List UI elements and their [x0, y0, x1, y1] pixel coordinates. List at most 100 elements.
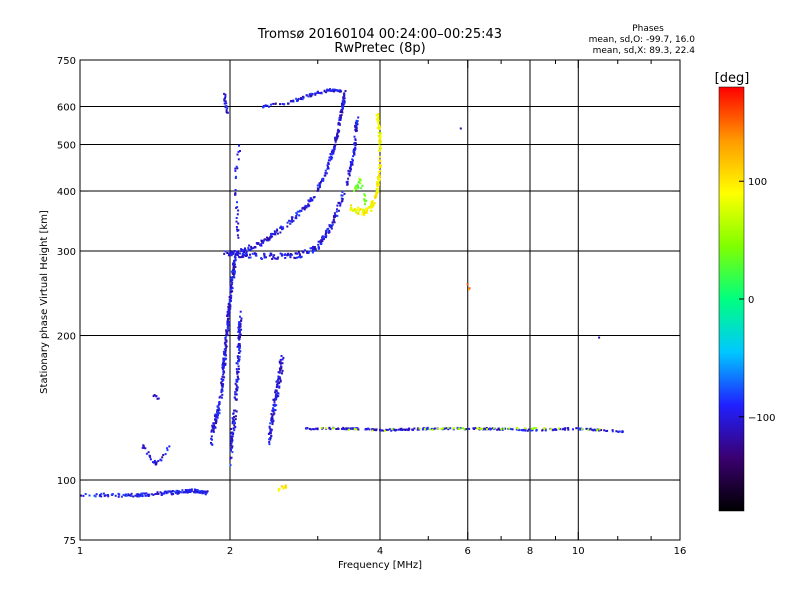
- echo-point: [365, 427, 368, 430]
- echo-point: [520, 429, 523, 432]
- echo-point: [354, 144, 357, 147]
- echo-point: [235, 410, 238, 413]
- echo-point: [301, 98, 304, 101]
- echo-point: [309, 198, 312, 201]
- echo-point: [155, 395, 158, 398]
- echo-point: [615, 430, 618, 433]
- echo-point: [332, 150, 335, 153]
- echo-point: [375, 113, 378, 116]
- echo-point: [149, 456, 152, 459]
- echo-point: [342, 96, 345, 99]
- echo-point: [550, 428, 552, 431]
- echo-point: [379, 149, 382, 151]
- echo-point: [343, 97, 346, 100]
- echo-point: [376, 189, 379, 192]
- echo-point: [354, 186, 357, 189]
- echo-point: [278, 360, 281, 363]
- echo-point: [293, 256, 296, 259]
- echo-point: [222, 371, 225, 374]
- echo-point: [276, 391, 279, 394]
- echo-point: [224, 93, 227, 96]
- echo-point: [238, 343, 241, 346]
- echo-point: [333, 89, 336, 92]
- echo-point: [353, 208, 356, 211]
- echo-point: [567, 427, 570, 430]
- echo-point: [184, 491, 187, 494]
- echo-point: [242, 252, 244, 255]
- echo-point: [318, 184, 321, 187]
- echo-point: [95, 493, 98, 496]
- echo-point: [349, 164, 352, 167]
- echo-point: [166, 491, 169, 494]
- echo-point: [380, 429, 383, 432]
- echo-point: [226, 334, 229, 337]
- echo-point: [281, 103, 284, 105]
- echo-point: [312, 428, 315, 431]
- echo-point: [366, 211, 368, 214]
- echo-point: [240, 328, 243, 331]
- echo-point: [357, 213, 360, 216]
- echo-point: [240, 248, 243, 251]
- echo-point: [413, 427, 416, 430]
- echo-point: [508, 427, 511, 430]
- echo-point: [346, 183, 349, 186]
- echo-point: [223, 252, 226, 255]
- echo-point: [227, 254, 230, 257]
- echo-point: [145, 494, 148, 497]
- echo-point: [345, 428, 348, 431]
- echo-point: [330, 226, 333, 229]
- echo-point: [338, 201, 340, 204]
- echo-point: [314, 93, 317, 96]
- echo-point: [332, 151, 335, 154]
- echo-point: [241, 254, 244, 257]
- echo-point: [180, 491, 183, 494]
- echo-point: [524, 427, 527, 430]
- echo-point: [564, 428, 566, 431]
- echo-point: [329, 428, 332, 431]
- echo-point: [379, 135, 382, 138]
- echo-point: [170, 491, 173, 494]
- echo-point: [227, 305, 230, 308]
- echo-point: [445, 427, 448, 430]
- echo-point: [231, 437, 233, 440]
- echo-point: [223, 352, 226, 355]
- echo-point: [196, 489, 199, 492]
- echo-point: [154, 463, 157, 466]
- echo-point: [378, 140, 381, 143]
- echo-point: [404, 428, 407, 431]
- echo-point: [379, 428, 382, 431]
- echo-point: [531, 429, 534, 432]
- echo-point: [331, 221, 334, 224]
- echo-point: [357, 428, 360, 431]
- echo-point: [333, 145, 336, 147]
- echo-point: [238, 338, 241, 340]
- echo-point: [333, 221, 336, 224]
- echo-point: [147, 451, 150, 454]
- y-tick-label: 200: [57, 332, 76, 343]
- echo-point: [316, 91, 319, 94]
- echo-point: [365, 208, 368, 211]
- echo-point: [231, 422, 234, 425]
- phases-mean-x: mean, sd,X: 89.3, 22.4: [593, 46, 696, 56]
- echo-point: [353, 148, 355, 151]
- echo-point: [364, 203, 366, 206]
- echo-point: [284, 257, 287, 259]
- echo-point: [393, 428, 396, 431]
- echo-point: [278, 385, 281, 388]
- echo-point: [309, 247, 312, 250]
- echo-point: [266, 239, 269, 242]
- echo-point: [198, 490, 201, 493]
- echo-point: [440, 427, 443, 430]
- echo-point: [236, 253, 238, 256]
- echo-point: [244, 247, 246, 250]
- echo-point: [600, 429, 603, 431]
- echo-point: [220, 396, 223, 399]
- echo-point: [279, 362, 282, 365]
- echo-point: [372, 204, 374, 207]
- echo-point: [225, 109, 228, 112]
- echo-point: [379, 125, 382, 128]
- y-tick-label: 400: [57, 187, 76, 198]
- echo-point: [229, 253, 232, 256]
- echo-point: [226, 107, 229, 110]
- echo-point: [239, 325, 242, 328]
